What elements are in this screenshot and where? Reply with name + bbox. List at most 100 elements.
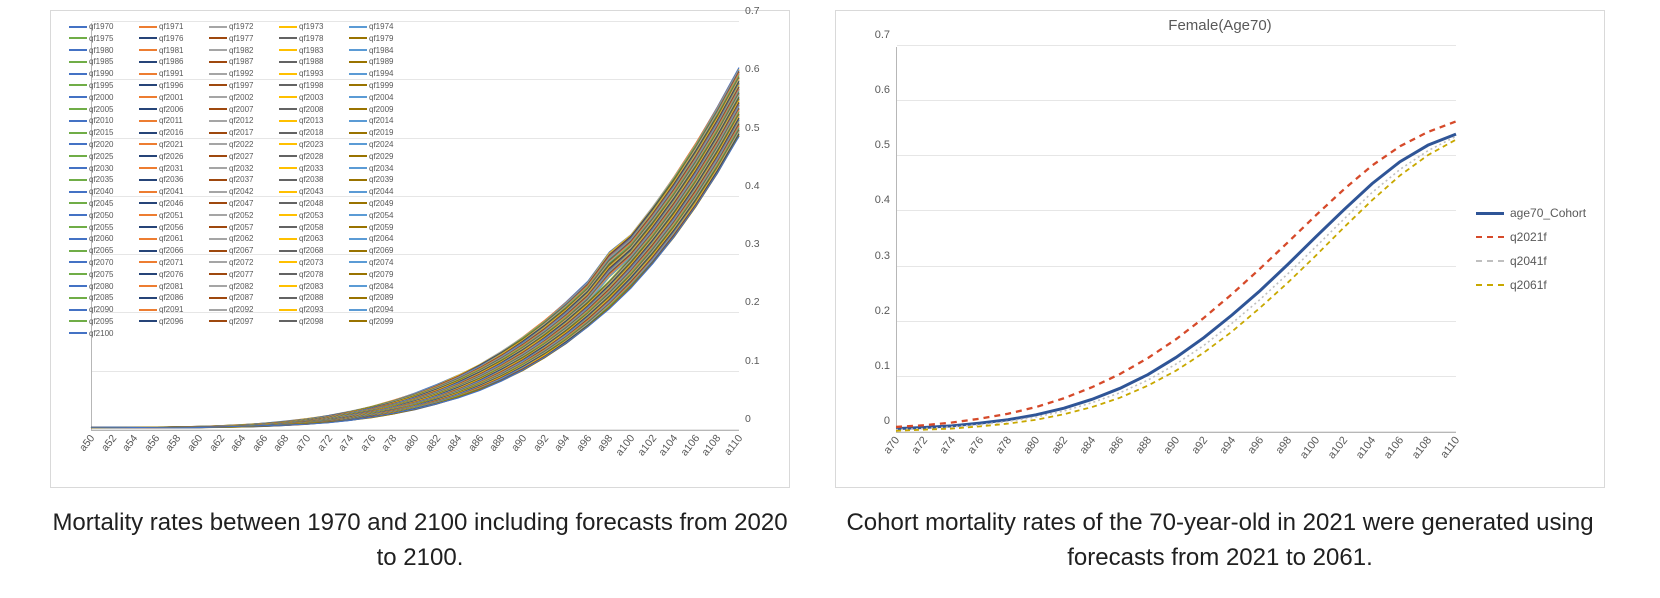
x-tick: a72: [910, 435, 931, 457]
legend-item: qf2095: [69, 316, 137, 327]
legend-swatch: [349, 238, 367, 240]
y-tick: 0.7: [850, 29, 890, 41]
legend-item: qf2038: [279, 174, 347, 185]
legend-swatch: [209, 214, 227, 216]
legend-swatch: [209, 226, 227, 228]
legend-label: qf2100: [89, 329, 113, 338]
legend-label: age70_Cohort: [1510, 206, 1586, 220]
legend-label: qf2060: [89, 234, 113, 243]
legend-item: qf2001: [139, 92, 207, 103]
x-tick: a86: [1106, 435, 1127, 457]
legend-swatch: [69, 309, 87, 311]
legend-swatch: [209, 320, 227, 322]
legend-swatch: [69, 179, 87, 181]
x-tick: a104: [657, 433, 681, 459]
x-tick: a74: [938, 435, 959, 457]
legend-label: qf2062: [229, 234, 253, 243]
legend-item: qf2044: [349, 186, 417, 197]
legend-item: qf2100: [69, 328, 137, 339]
legend-swatch: [139, 226, 157, 228]
legend-swatch: [139, 155, 157, 157]
legend-swatch: [279, 273, 297, 275]
legend-label: qf2081: [159, 282, 183, 291]
legend-swatch: [279, 61, 297, 63]
legend-swatch: [279, 238, 297, 240]
legend-item: qf1978: [279, 33, 347, 44]
legend-label: qf2016: [159, 128, 183, 137]
legend-label: qf2008: [299, 105, 323, 114]
legend-label: qf1972: [229, 22, 253, 31]
legend-label: qf2052: [229, 211, 253, 220]
x-tick: a56: [142, 433, 162, 454]
legend-swatch: [349, 261, 367, 263]
legend-swatch: [209, 84, 227, 86]
legend-swatch: [349, 214, 367, 216]
legend-label: qf2040: [89, 187, 113, 196]
legend-item: qf2058: [279, 222, 347, 233]
legend-item: qf2019: [349, 127, 417, 138]
y-tick: 0.4: [745, 180, 785, 192]
legend-swatch: [349, 120, 367, 122]
legend-label: qf2053: [299, 211, 323, 220]
legend-item: qf1996: [139, 80, 207, 91]
legend-label: qf1994: [369, 69, 393, 78]
legend-swatch: [279, 297, 297, 299]
legend-label: qf2039: [369, 175, 393, 184]
legend-item: qf2094: [349, 304, 417, 315]
legend-item: qf1973: [279, 21, 347, 32]
legend-swatch: [349, 84, 367, 86]
legend-item: qf2035: [69, 174, 137, 185]
x-tick: a78: [994, 435, 1015, 457]
right-caption: Cohort mortality rates of the 70-year-ol…: [830, 506, 1610, 576]
legend-item: qf1997: [209, 80, 277, 91]
legend-swatch: [209, 167, 227, 169]
legend-swatch: [69, 167, 87, 169]
legend-swatch: [1476, 212, 1504, 215]
legend-swatch: [139, 309, 157, 311]
legend-item: qf2097: [209, 316, 277, 327]
legend-item: qf1970: [69, 21, 137, 32]
legend-item: q2041f: [1476, 249, 1586, 273]
legend-item: qf2054: [349, 210, 417, 221]
legend-swatch: [279, 143, 297, 145]
legend-item: qf2031: [139, 163, 207, 174]
legend-swatch: [349, 73, 367, 75]
legend-swatch: [349, 297, 367, 299]
legend-swatch: [139, 167, 157, 169]
legend-label: qf1984: [369, 46, 393, 55]
legend-label: qf2015: [89, 128, 113, 137]
legend-item: qf2041: [139, 186, 207, 197]
left-caption: Mortality rates between 1970 and 2100 in…: [40, 506, 800, 576]
x-tick: a50: [77, 433, 97, 454]
legend-label: qf1975: [89, 34, 113, 43]
legend-swatch: [139, 214, 157, 216]
legend-swatch: [349, 320, 367, 322]
x-tick: a80: [401, 433, 421, 454]
legend-swatch: [139, 73, 157, 75]
legend-item: qf2070: [69, 257, 137, 268]
legend: qf1970qf1971qf1972qf1973qf1974qf1975qf19…: [69, 21, 417, 339]
legend-item: qf2033: [279, 163, 347, 174]
legend-label: qf2067: [229, 246, 253, 255]
x-tick: a92: [1190, 435, 1211, 457]
legend-label: qf1989: [369, 57, 393, 66]
legend-swatch: [209, 202, 227, 204]
legend-item: age70_Cohort: [1476, 201, 1586, 225]
x-tick: a90: [509, 433, 529, 454]
legend-swatch: [139, 49, 157, 51]
legend-item: qf2004: [349, 92, 417, 103]
legend-item: qf2022: [209, 139, 277, 150]
legend-item: qf2083: [279, 281, 347, 292]
legend-swatch: [69, 108, 87, 110]
y-tick: 0.2: [745, 296, 785, 308]
legend-item: qf2074: [349, 257, 417, 268]
legend-swatch: [69, 61, 87, 63]
legend-swatch: [69, 26, 87, 28]
legend-item: qf2049: [349, 198, 417, 209]
x-tick: a100: [1298, 435, 1323, 462]
legend-item: qf1975: [69, 33, 137, 44]
x-tick: a82: [423, 433, 443, 454]
legend-swatch: [209, 179, 227, 181]
legend-item: qf1992: [209, 68, 277, 79]
legend-label: qf1976: [159, 34, 183, 43]
